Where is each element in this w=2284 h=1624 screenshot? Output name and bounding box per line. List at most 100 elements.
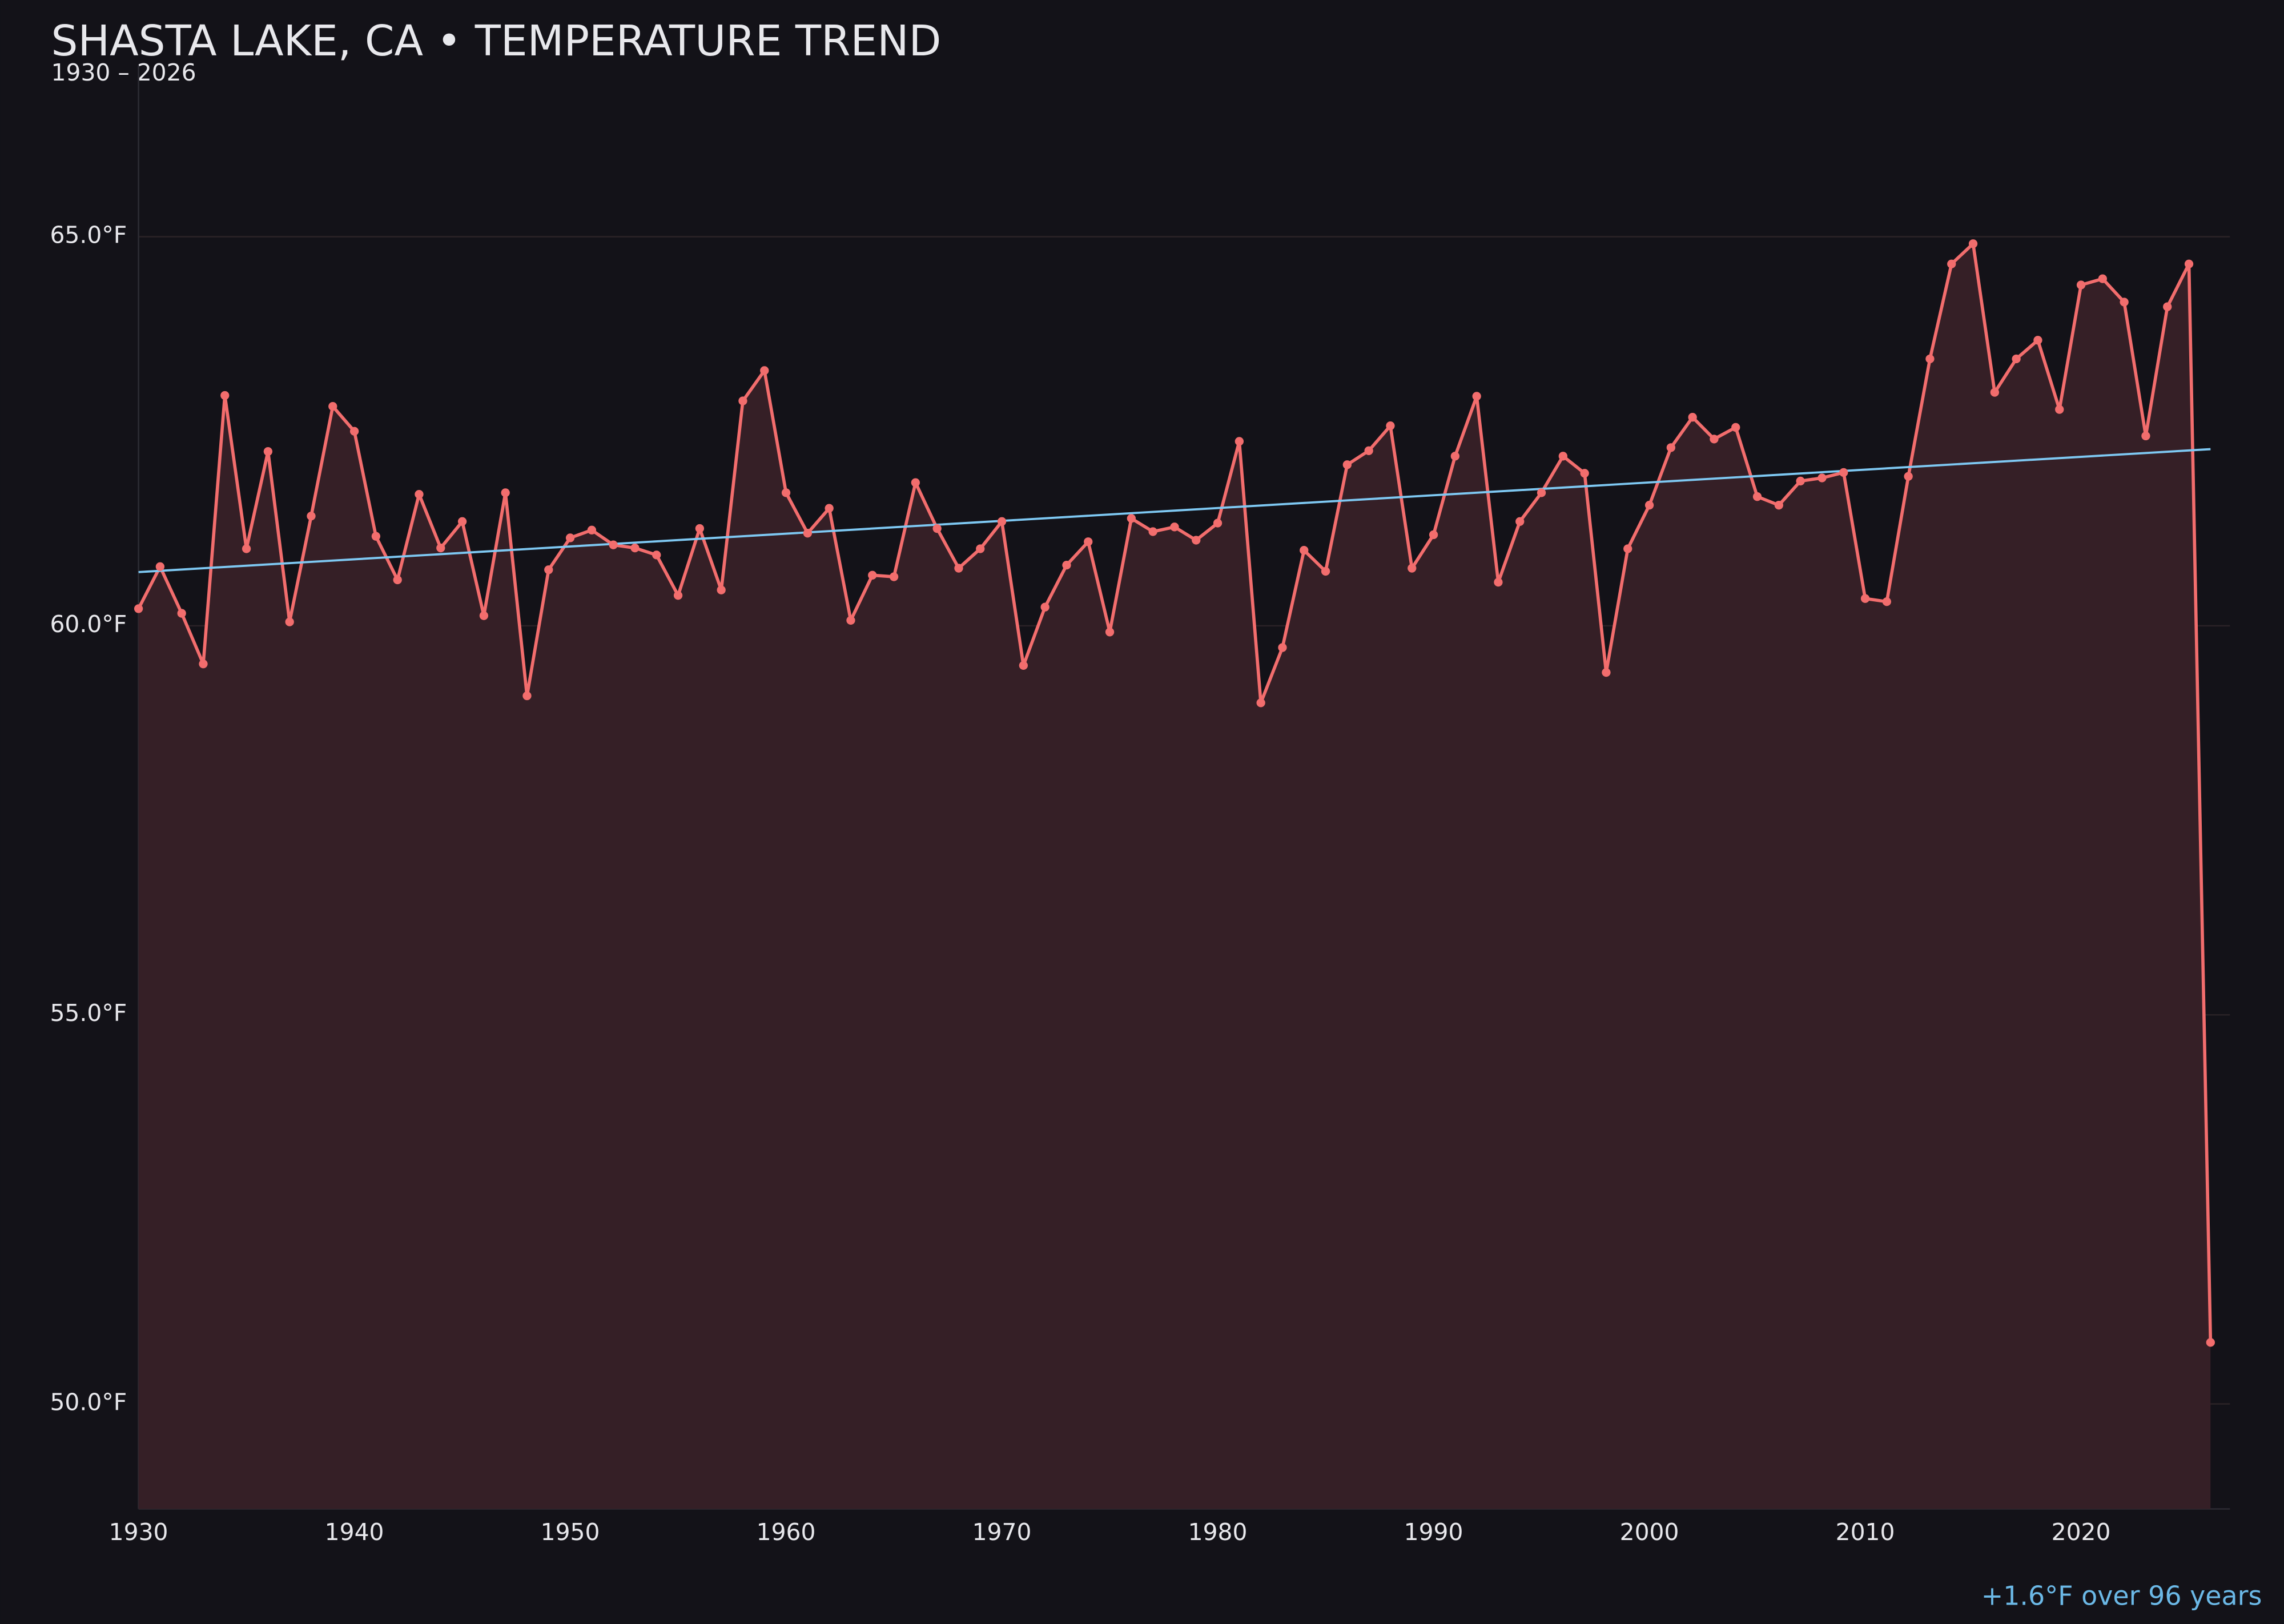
point xyxy=(220,391,230,400)
point xyxy=(1796,476,1805,486)
chart-title: SHASTA LAKE, CA • TEMPERATURE TREND xyxy=(51,17,942,66)
point xyxy=(479,611,489,620)
x-tick-label: 1970 xyxy=(972,1518,1032,1546)
point xyxy=(846,616,855,625)
point xyxy=(2033,336,2042,345)
point xyxy=(2076,280,2086,290)
chart-subtitle: 1930 – 2026 xyxy=(51,59,196,86)
point xyxy=(2055,405,2064,414)
point xyxy=(134,604,143,613)
point xyxy=(1170,522,1179,532)
point xyxy=(2098,274,2107,283)
point xyxy=(1774,501,1783,510)
point xyxy=(889,572,899,581)
point xyxy=(1084,537,1093,546)
point xyxy=(155,562,165,571)
point xyxy=(2206,1338,2215,1347)
point xyxy=(1429,530,1438,540)
point xyxy=(1386,421,1395,431)
point xyxy=(868,570,877,580)
point xyxy=(1321,566,1330,576)
y-tick-label: 55.0°F xyxy=(50,999,127,1027)
point xyxy=(1408,564,1417,573)
point xyxy=(1904,472,1913,481)
point xyxy=(932,524,942,533)
point xyxy=(1644,501,1654,510)
point xyxy=(1105,628,1115,637)
point xyxy=(1342,460,1352,469)
x-tick-label: 2020 xyxy=(2052,1518,2111,1546)
point xyxy=(1472,392,1481,401)
point xyxy=(911,478,920,487)
point xyxy=(565,533,575,542)
trend-line xyxy=(138,448,2211,573)
point xyxy=(2184,259,2194,268)
point xyxy=(1040,602,1049,612)
point xyxy=(1558,452,1568,461)
point xyxy=(738,396,747,405)
point xyxy=(242,544,251,553)
point xyxy=(760,366,769,375)
point xyxy=(1300,546,1309,555)
point xyxy=(2163,302,2172,311)
point xyxy=(954,564,963,573)
point xyxy=(1019,661,1028,670)
point xyxy=(1882,597,1891,606)
point xyxy=(1925,354,1935,364)
point xyxy=(717,585,726,594)
point xyxy=(1450,452,1460,461)
point xyxy=(781,488,791,497)
y-tick-label: 65.0°F xyxy=(50,222,127,249)
x-tick-label: 1940 xyxy=(325,1518,384,1546)
point xyxy=(673,591,683,600)
point xyxy=(1148,527,1157,536)
point xyxy=(1494,577,1503,587)
area xyxy=(138,243,2211,1509)
point xyxy=(1666,443,1675,452)
point xyxy=(1968,239,1978,248)
point xyxy=(1062,560,1071,570)
y-tick-label: 50.0°F xyxy=(50,1389,127,1416)
point xyxy=(1947,259,1956,268)
point xyxy=(695,524,705,533)
point xyxy=(393,575,402,585)
point xyxy=(199,660,208,669)
point xyxy=(1192,536,1201,545)
point xyxy=(630,543,640,553)
x-tick-label: 1980 xyxy=(1188,1518,1248,1546)
point xyxy=(2120,298,2129,307)
point xyxy=(1752,492,1762,501)
point xyxy=(1515,517,1525,526)
point xyxy=(2012,354,2021,364)
point xyxy=(371,532,381,541)
x-tick-label: 2000 xyxy=(1620,1518,1679,1546)
point xyxy=(457,517,467,526)
point xyxy=(997,517,1007,526)
point xyxy=(285,617,294,626)
point xyxy=(522,691,532,701)
point xyxy=(436,543,445,553)
point xyxy=(1127,514,1136,523)
point xyxy=(1213,518,1223,528)
point xyxy=(263,447,273,456)
y-tick-label: 60.0°F xyxy=(50,610,127,638)
point xyxy=(1602,668,1611,677)
point xyxy=(609,540,618,549)
point xyxy=(1860,594,1870,603)
x-tick-label: 2010 xyxy=(1836,1518,1895,1546)
point xyxy=(1278,643,1287,652)
point xyxy=(587,525,597,534)
point xyxy=(415,489,424,499)
point xyxy=(1817,473,1827,483)
x-tick-label: 1930 xyxy=(109,1518,168,1546)
point xyxy=(1235,437,1244,446)
point xyxy=(825,504,834,513)
point xyxy=(803,529,813,538)
point xyxy=(1623,544,1632,553)
point xyxy=(1580,469,1589,478)
point xyxy=(1710,435,1719,444)
point xyxy=(1364,446,1373,455)
x-tick-label: 1990 xyxy=(1404,1518,1463,1546)
point xyxy=(1688,413,1697,422)
point xyxy=(501,488,510,497)
